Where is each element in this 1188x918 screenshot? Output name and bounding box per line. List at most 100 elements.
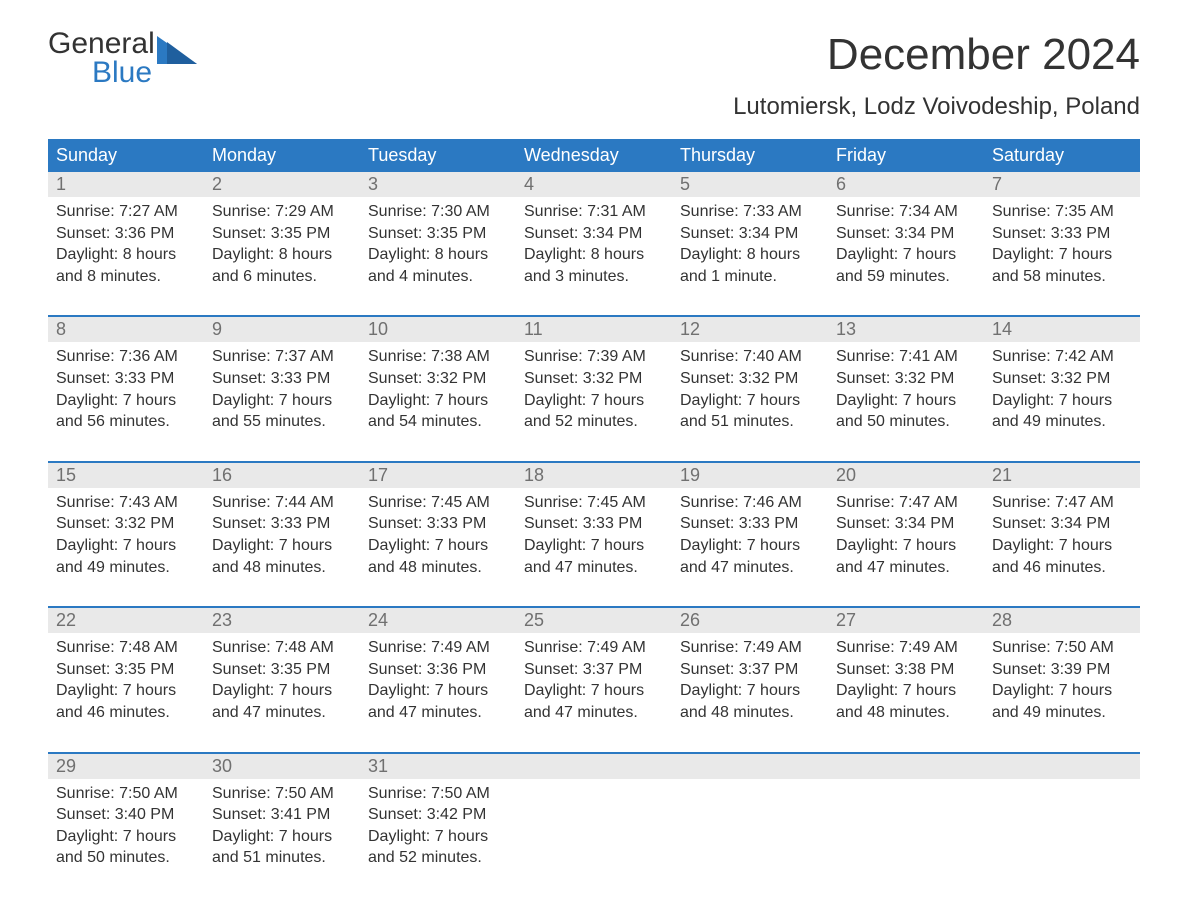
sunrise: Sunrise: 7:47 AM <box>992 492 1132 514</box>
day-cell: Sunrise: 7:45 AM Sunset: 3:33 PM Dayligh… <box>360 488 516 607</box>
daylight-line1: Daylight: 7 hours <box>368 826 508 848</box>
brand-line2: Blue <box>48 59 155 88</box>
day-number: 22 <box>48 607 204 633</box>
sunset: Sunset: 3:35 PM <box>212 659 352 681</box>
sunrise: Sunrise: 7:49 AM <box>524 637 664 659</box>
col-saturday: Saturday <box>984 139 1140 172</box>
sunset: Sunset: 3:34 PM <box>524 223 664 245</box>
day-cell: Sunrise: 7:47 AM Sunset: 3:34 PM Dayligh… <box>828 488 984 607</box>
col-tuesday: Tuesday <box>360 139 516 172</box>
daylight-line2: and 47 minutes. <box>524 702 664 724</box>
day-cell: Sunrise: 7:47 AM Sunset: 3:34 PM Dayligh… <box>984 488 1140 607</box>
daylight-line1: Daylight: 7 hours <box>56 826 196 848</box>
day-empty <box>828 753 984 779</box>
day-number: 17 <box>360 462 516 488</box>
sunset: Sunset: 3:34 PM <box>836 513 976 535</box>
daylight-line1: Daylight: 7 hours <box>992 680 1132 702</box>
week5-body: Sunrise: 7:50 AM Sunset: 3:40 PM Dayligh… <box>48 779 1140 897</box>
daylight-line2: and 1 minute. <box>680 266 820 288</box>
daylight-line1: Daylight: 7 hours <box>836 680 976 702</box>
sunset: Sunset: 3:32 PM <box>680 368 820 390</box>
sunrise: Sunrise: 7:41 AM <box>836 346 976 368</box>
day-cell: Sunrise: 7:27 AM Sunset: 3:36 PM Dayligh… <box>48 197 204 316</box>
day-cell: Sunrise: 7:43 AM Sunset: 3:32 PM Dayligh… <box>48 488 204 607</box>
daylight-line2: and 46 minutes. <box>56 702 196 724</box>
sunset: Sunset: 3:32 PM <box>836 368 976 390</box>
daylight-line2: and 51 minutes. <box>680 411 820 433</box>
sunrise: Sunrise: 7:29 AM <box>212 201 352 223</box>
day-number: 21 <box>984 462 1140 488</box>
calendar-table: Sunday Monday Tuesday Wednesday Thursday… <box>48 139 1140 897</box>
daylight-line1: Daylight: 7 hours <box>836 535 976 557</box>
daylight-line2: and 58 minutes. <box>992 266 1132 288</box>
day-number: 14 <box>984 316 1140 342</box>
sunset: Sunset: 3:33 PM <box>212 513 352 535</box>
sunrise: Sunrise: 7:46 AM <box>680 492 820 514</box>
daylight-line1: Daylight: 7 hours <box>524 390 664 412</box>
sunset: Sunset: 3:36 PM <box>56 223 196 245</box>
day-cell: Sunrise: 7:40 AM Sunset: 3:32 PM Dayligh… <box>672 342 828 461</box>
sunset: Sunset: 3:38 PM <box>836 659 976 681</box>
sunrise: Sunrise: 7:39 AM <box>524 346 664 368</box>
daylight-line2: and 47 minutes. <box>836 557 976 579</box>
daylight-line2: and 46 minutes. <box>992 557 1132 579</box>
daylight-line2: and 6 minutes. <box>212 266 352 288</box>
week1-body: Sunrise: 7:27 AM Sunset: 3:36 PM Dayligh… <box>48 197 1140 316</box>
sunset: Sunset: 3:33 PM <box>680 513 820 535</box>
sunset: Sunset: 3:41 PM <box>212 804 352 826</box>
header: General Blue December 2024 <box>48 30 1140 87</box>
day-number: 3 <box>360 172 516 197</box>
day-cell: Sunrise: 7:44 AM Sunset: 3:33 PM Dayligh… <box>204 488 360 607</box>
daylight-line1: Daylight: 7 hours <box>212 826 352 848</box>
day-cell: Sunrise: 7:33 AM Sunset: 3:34 PM Dayligh… <box>672 197 828 316</box>
day-empty <box>516 753 672 779</box>
sunrise: Sunrise: 7:49 AM <box>836 637 976 659</box>
day-number: 31 <box>360 753 516 779</box>
day-cell: Sunrise: 7:45 AM Sunset: 3:33 PM Dayligh… <box>516 488 672 607</box>
sunrise: Sunrise: 7:45 AM <box>368 492 508 514</box>
daylight-line1: Daylight: 7 hours <box>992 390 1132 412</box>
calendar-body: 1 2 3 4 5 6 7 Sunrise: 7:27 AM Sunset: 3… <box>48 172 1140 897</box>
daylight-line1: Daylight: 7 hours <box>212 535 352 557</box>
day-cell: Sunrise: 7:29 AM Sunset: 3:35 PM Dayligh… <box>204 197 360 316</box>
daylight-line2: and 49 minutes. <box>56 557 196 579</box>
sunrise: Sunrise: 7:50 AM <box>56 783 196 805</box>
day-number: 4 <box>516 172 672 197</box>
day-cell: Sunrise: 7:36 AM Sunset: 3:33 PM Dayligh… <box>48 342 204 461</box>
day-number: 7 <box>984 172 1140 197</box>
sunrise: Sunrise: 7:48 AM <box>212 637 352 659</box>
day-number: 6 <box>828 172 984 197</box>
day-number: 13 <box>828 316 984 342</box>
sunrise: Sunrise: 7:38 AM <box>368 346 508 368</box>
sunset: Sunset: 3:33 PM <box>524 513 664 535</box>
sunset: Sunset: 3:32 PM <box>524 368 664 390</box>
sunset: Sunset: 3:33 PM <box>368 513 508 535</box>
daylight-line1: Daylight: 8 hours <box>212 244 352 266</box>
sunrise: Sunrise: 7:37 AM <box>212 346 352 368</box>
daylight-line2: and 59 minutes. <box>836 266 976 288</box>
col-wednesday: Wednesday <box>516 139 672 172</box>
day-number: 20 <box>828 462 984 488</box>
day-cell: Sunrise: 7:49 AM Sunset: 3:37 PM Dayligh… <box>516 633 672 752</box>
daylight-line2: and 48 minutes. <box>212 557 352 579</box>
day-empty <box>516 779 672 897</box>
sunset: Sunset: 3:33 PM <box>212 368 352 390</box>
week3-body: Sunrise: 7:43 AM Sunset: 3:32 PM Dayligh… <box>48 488 1140 607</box>
daylight-line2: and 3 minutes. <box>524 266 664 288</box>
sunrise: Sunrise: 7:43 AM <box>56 492 196 514</box>
daylight-line2: and 47 minutes. <box>212 702 352 724</box>
day-number: 19 <box>672 462 828 488</box>
daylight-line1: Daylight: 7 hours <box>524 535 664 557</box>
sunset: Sunset: 3:34 PM <box>836 223 976 245</box>
daylight-line1: Daylight: 7 hours <box>680 390 820 412</box>
day-number: 27 <box>828 607 984 633</box>
daylight-line1: Daylight: 7 hours <box>212 390 352 412</box>
daylight-line1: Daylight: 7 hours <box>836 390 976 412</box>
daylight-line2: and 50 minutes. <box>836 411 976 433</box>
daylight-line2: and 47 minutes. <box>368 702 508 724</box>
page-title: December 2024 <box>827 30 1140 80</box>
day-cell: Sunrise: 7:31 AM Sunset: 3:34 PM Dayligh… <box>516 197 672 316</box>
sunrise: Sunrise: 7:30 AM <box>368 201 508 223</box>
daylight-line1: Daylight: 7 hours <box>836 244 976 266</box>
sunset: Sunset: 3:34 PM <box>680 223 820 245</box>
